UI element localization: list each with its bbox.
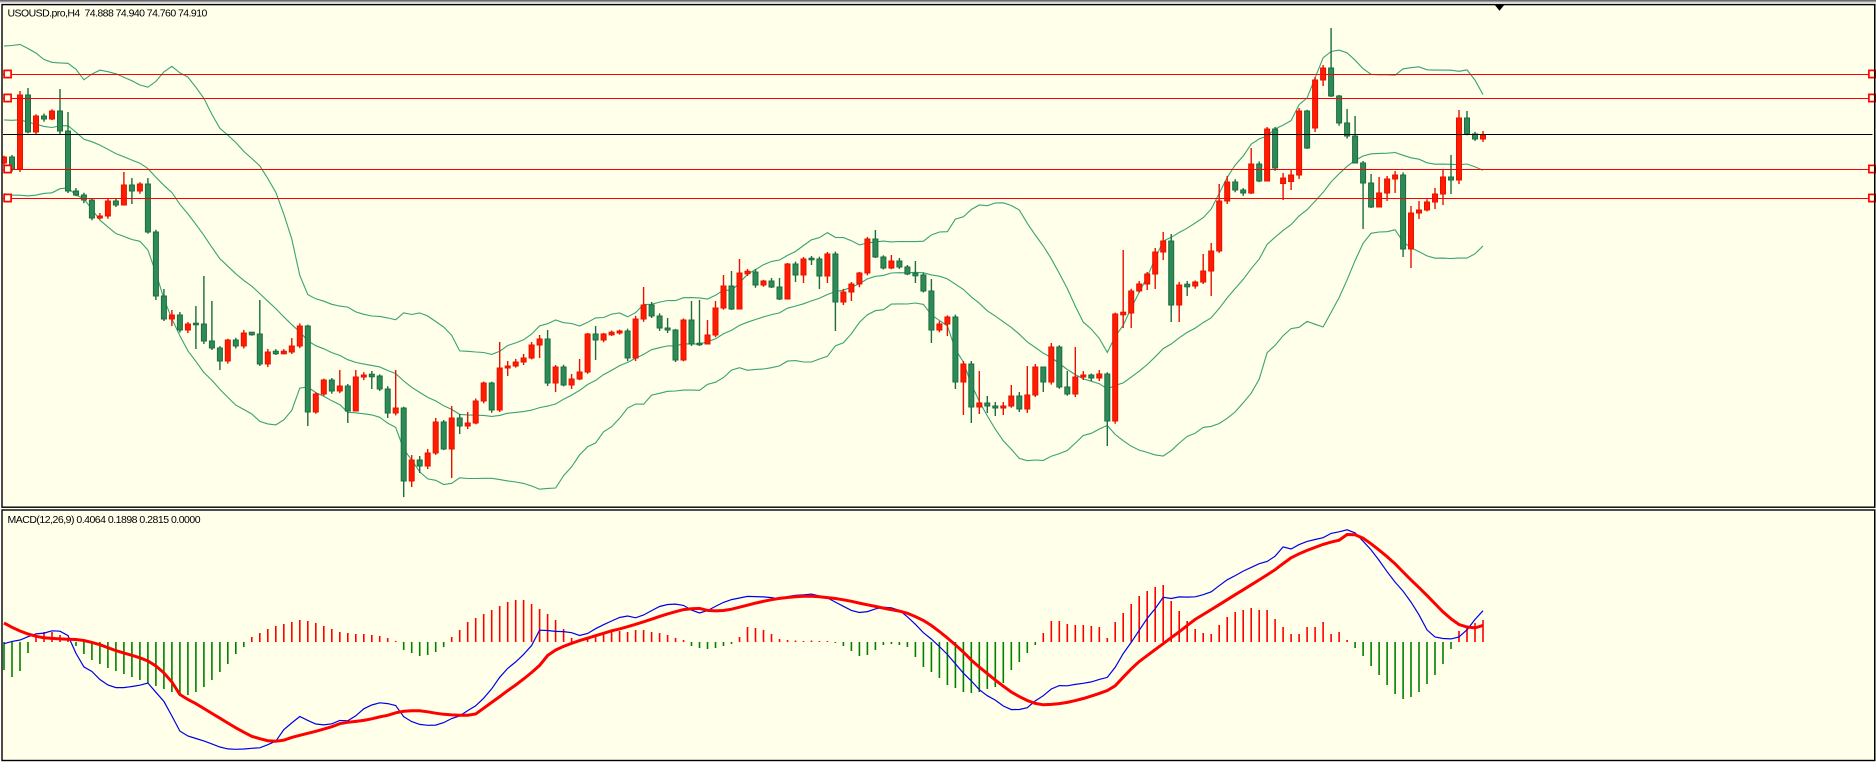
svg-text:USOUSD.pro,H4 74.888 74.940 7: USOUSD.pro,H4 74.888 74.940 74.760 74.91… xyxy=(8,8,208,20)
svg-text:MACD(12,26,9) 0.4064 0.1898 0.: MACD(12,26,9) 0.4064 0.1898 0.2815 0.000… xyxy=(8,514,201,526)
